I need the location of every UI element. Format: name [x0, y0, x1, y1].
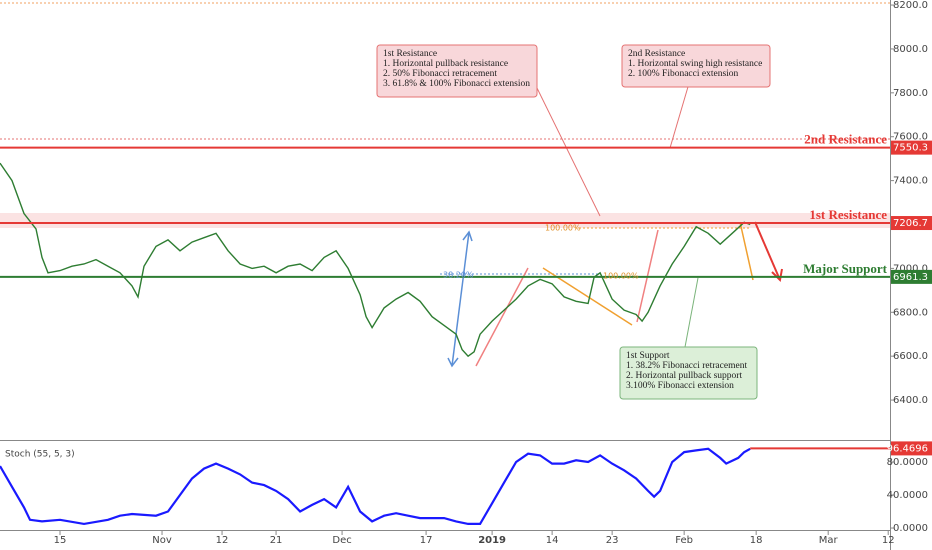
y-tick-label: 7400.0: [893, 176, 928, 187]
x-tick-label: 18: [750, 535, 763, 546]
drawings: [0, 0, 891, 550]
fib-label: 100.00%: [603, 272, 639, 281]
annotation-line: 1. Horizontal pullback resistance: [383, 59, 508, 69]
callout-line: [684, 277, 699, 348]
projection-arrow: [754, 221, 781, 281]
callout-line: [536, 87, 601, 217]
x-tick-label: 21: [270, 535, 283, 546]
y-tick-label: 7600.0: [893, 132, 928, 143]
arrow-head: [771, 268, 783, 283]
y-tick-label: 6400.0: [893, 395, 928, 406]
y-tick-label: 6800.0: [893, 307, 928, 318]
x-tick-label: Feb: [675, 535, 693, 546]
value-badge: [891, 441, 932, 456]
annotation-line: 3. 61.8% & 100% Fibonacci extension: [383, 79, 530, 89]
arrow-head: [462, 230, 473, 242]
annotation-title: 1st Resistance: [383, 49, 437, 59]
x-tick-label: 14: [546, 535, 559, 546]
ext-arrow: [475, 267, 529, 367]
x-tick-label: Dec: [332, 535, 351, 546]
level-badge: [891, 216, 932, 231]
level-value: 6961.3: [893, 272, 928, 283]
price-line: [0, 447, 751, 526]
level-label: 2nd Resistance: [804, 132, 887, 147]
level-badge: [891, 269, 932, 284]
level-badge: [891, 140, 932, 155]
x-tick-label: Nov: [152, 535, 172, 546]
x-tick-label: 12: [216, 535, 229, 546]
x-tick-label: 12: [882, 535, 895, 546]
annotation-box: [621, 44, 771, 88]
arrow-head: [447, 357, 459, 368]
indicator-title: Stoch (55, 5, 3): [5, 450, 75, 460]
annotation-line: 3.100% Fibonacci extension: [626, 381, 734, 391]
value-badge-label: 96.4696: [887, 443, 928, 454]
y-tick-label: 6600.0: [893, 351, 928, 362]
y-tick-label: 8000.0: [893, 44, 928, 55]
annotation-box: [376, 44, 538, 98]
x-tick-label: 23: [606, 535, 619, 546]
fib-label: 38.20%: [443, 271, 474, 280]
x-tick-label: Mar: [819, 535, 839, 546]
annotation-line: 2. 100% Fibonacci extension: [628, 69, 739, 79]
callout-line: [669, 79, 691, 149]
y-tick-label: 0.0000: [893, 523, 928, 534]
annotation-line: 1. 38.2% Fibonacci retracement: [626, 361, 747, 371]
y-tick-label: 80.0000: [887, 457, 928, 468]
y-tick-label: 7000.0: [893, 263, 928, 274]
annotation-line: 2. 50% Fibonacci retracement: [383, 69, 497, 79]
resistance-zone: [0, 213, 890, 228]
level-label: Major Support: [803, 261, 888, 276]
fib-label: 100.00%: [545, 224, 581, 233]
x-tick-label: 15: [54, 535, 67, 546]
x-tick-label: 17: [420, 535, 433, 546]
level-value: 7206.7: [893, 218, 928, 229]
annotation-line: 1. Horizontal swing high resistance: [628, 59, 762, 69]
x-tick-label: 2019: [478, 535, 506, 546]
annotation-box: [619, 346, 758, 400]
annotation-title: 2nd Resistance: [628, 49, 685, 59]
level-value: 7550.3: [893, 143, 928, 154]
y-tick-label: 7800.0: [893, 88, 928, 99]
price-line: [0, 162, 751, 358]
ext-arrow: [739, 221, 754, 281]
y-tick-label: 40.0000: [887, 490, 928, 501]
fib-arrow: [451, 231, 470, 367]
level-label: 1st Resistance: [809, 207, 887, 222]
annotation-title: 1st Support: [626, 351, 670, 361]
annotation-line: 2. Horizontal pullback support: [626, 371, 742, 381]
y-tick-label: 8200.0: [893, 0, 928, 11]
